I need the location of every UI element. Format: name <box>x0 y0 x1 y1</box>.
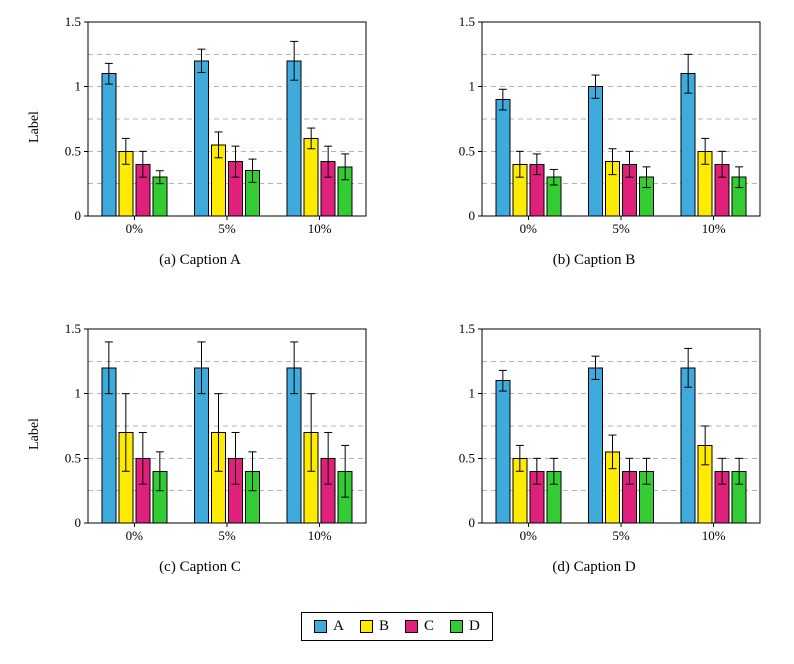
plot-row-d: 0% 5% 10% 0 0.5 1 1.5 <box>420 319 768 549</box>
y-axis-label-c: Label <box>26 319 44 549</box>
legend-item-c: C <box>405 618 434 635</box>
bar-chart-d: 0% 5% 10% 0 0.5 1 1.5 <box>459 321 761 543</box>
svg-text:0: 0 <box>469 208 476 223</box>
svg-text:0.5: 0.5 <box>459 450 475 465</box>
caption-a: (a) Caption A <box>159 252 241 268</box>
chart-panel-c: Label 0% 5% 10% 0 0.5 1 1.5 (c) Caption C <box>26 319 374 576</box>
legend-swatch-b <box>359 620 373 633</box>
legend-item-a: A <box>314 618 344 635</box>
svg-text:5%: 5% <box>218 221 236 236</box>
legend-swatch-c <box>405 620 418 633</box>
legend-label-a: A <box>333 618 344 634</box>
svg-text:0%: 0% <box>520 221 538 236</box>
svg-text:0%: 0% <box>126 528 144 543</box>
bar-chart-c: 0% 5% 10% 0 0.5 1 1.5 <box>65 321 367 543</box>
y-axis-label-b <box>420 12 438 242</box>
y-axis-label-text: Label <box>27 418 42 450</box>
svg-text:0.5: 0.5 <box>65 143 81 158</box>
svg-text:1.5: 1.5 <box>65 321 81 336</box>
y-axis-label-text: Label <box>27 111 42 143</box>
svg-text:1.5: 1.5 <box>65 14 81 29</box>
svg-text:5%: 5% <box>612 528 630 543</box>
svg-text:0.5: 0.5 <box>65 450 81 465</box>
svg-text:10%: 10% <box>702 528 726 543</box>
legend-item-d: D <box>450 618 480 635</box>
svg-text:1.5: 1.5 <box>459 321 475 336</box>
legend-box: A B C D <box>301 612 493 641</box>
legend-label-b: B <box>378 618 389 634</box>
svg-text:5%: 5% <box>218 528 236 543</box>
svg-text:0: 0 <box>469 515 476 530</box>
svg-text:10%: 10% <box>702 221 726 236</box>
plot-row-a: Label 0% 5% 10% 0 0.5 1 1.5 <box>26 12 374 242</box>
plot-row-c: Label 0% 5% 10% 0 0.5 1 1.5 <box>26 319 374 549</box>
svg-text:0.5: 0.5 <box>459 143 475 158</box>
charts-grid: Label 0% 5% 10% 0 0.5 1 1.5 (a) Caption A 0% 5%… <box>0 12 794 576</box>
bar-chart-b: 0% 5% 10% 0 0.5 1 1.5 <box>459 14 761 236</box>
caption-c: (c) Caption C <box>159 559 241 575</box>
svg-text:10%: 10% <box>308 221 332 236</box>
svg-text:10%: 10% <box>308 528 332 543</box>
legend-label-d: D <box>469 618 480 634</box>
svg-text:0%: 0% <box>126 221 144 236</box>
caption-b: (b) Caption B <box>552 252 636 268</box>
chart-panel-a: Label 0% 5% 10% 0 0.5 1 1.5 (a) Caption A <box>26 12 374 269</box>
y-axis-label-d <box>420 319 438 549</box>
legend-wrap: A B C D <box>0 612 794 641</box>
svg-text:1.5: 1.5 <box>459 14 475 29</box>
svg-text:1: 1 <box>75 386 82 401</box>
chart-panel-d: 0% 5% 10% 0 0.5 1 1.5 (d) Caption D <box>420 319 768 576</box>
svg-text:0%: 0% <box>520 528 538 543</box>
svg-text:5%: 5% <box>612 221 630 236</box>
legend-item-b: B <box>359 618 389 635</box>
svg-text:0: 0 <box>75 208 82 223</box>
svg-text:1: 1 <box>469 79 476 94</box>
bar-chart-a: 0% 5% 10% 0 0.5 1 1.5 <box>65 14 367 236</box>
svg-text:0: 0 <box>75 515 82 530</box>
caption-d: (d) Caption D <box>552 559 636 575</box>
legend-swatch-d <box>450 620 464 633</box>
y-axis-label-a: Label <box>26 12 44 242</box>
chart-panel-b: 0% 5% 10% 0 0.5 1 1.5 (b) Caption B <box>420 12 768 269</box>
legend-label-c: C <box>424 618 435 634</box>
plot-row-b: 0% 5% 10% 0 0.5 1 1.5 <box>420 12 768 242</box>
svg-text:1: 1 <box>75 79 82 94</box>
legend-swatch-a <box>314 620 328 633</box>
svg-text:1: 1 <box>469 386 476 401</box>
